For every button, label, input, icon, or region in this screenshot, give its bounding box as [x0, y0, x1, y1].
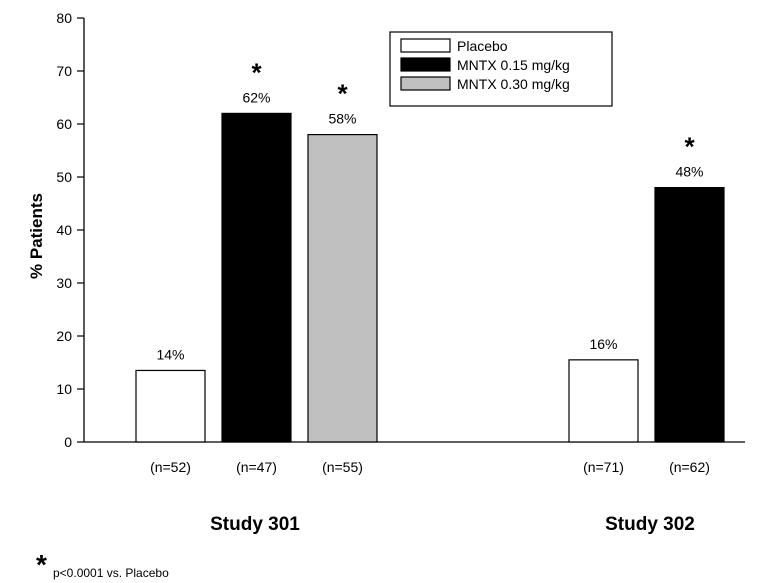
- data-label: 14%: [156, 346, 184, 362]
- data-label: 16%: [589, 336, 617, 352]
- legend-label: Placebo: [457, 38, 508, 54]
- y-tick-label: 10: [56, 381, 72, 397]
- legend-swatch: [400, 57, 451, 72]
- y-tick-label: 40: [56, 222, 72, 238]
- data-label: 58%: [328, 111, 356, 127]
- bar: [654, 187, 725, 443]
- y-tick-label: 80: [56, 10, 72, 26]
- legend-swatch: [400, 38, 451, 53]
- bar: [221, 112, 292, 443]
- footnote-text: p<0.0001 vs. Placebo: [53, 566, 169, 580]
- footnote: * p<0.0001 vs. Placebo: [36, 549, 169, 580]
- data-label: 62%: [242, 89, 270, 105]
- legend-swatch: [400, 76, 451, 91]
- bar: [307, 134, 378, 443]
- y-tick-label: 60: [56, 116, 72, 132]
- bar: [568, 359, 639, 443]
- y-tick-label: 70: [56, 63, 72, 79]
- significance-star: *: [337, 79, 348, 109]
- legend: Placebo MNTX 0.15 mg/kg MNTX 0.30 mg/kg: [389, 31, 613, 107]
- group-label: Study 301: [210, 514, 300, 535]
- y-tick-label: 20: [56, 328, 72, 344]
- sample-size-label: (n=47): [236, 459, 277, 475]
- sample-size-label: (n=71): [583, 459, 624, 475]
- data-label: 48%: [675, 164, 703, 180]
- y-tick-label: 0: [64, 434, 72, 450]
- bar: [135, 369, 206, 443]
- legend-label: MNTX 0.15 mg/kg: [457, 57, 570, 73]
- x-labels: (n=52) (n=47) (n=55) Study 301 (n=71) (n=62) S…: [150, 459, 710, 535]
- sample-size-label: (n=55): [322, 459, 363, 475]
- footnote-star: *: [36, 549, 47, 580]
- y-tick-label: 30: [56, 275, 72, 291]
- y-axis-label: % Patients: [27, 193, 46, 279]
- significance-star: *: [684, 132, 695, 162]
- significance-star: *: [251, 57, 262, 87]
- bars: 14% 62% * 58% * 16% 48% *: [135, 57, 725, 443]
- sample-size-label: (n=62): [669, 459, 710, 475]
- legend-label: MNTX 0.30 mg/kg: [457, 76, 570, 92]
- sample-size-label: (n=52): [150, 459, 191, 475]
- group-label: Study 302: [605, 514, 695, 535]
- y-tick-label: 50: [56, 169, 72, 185]
